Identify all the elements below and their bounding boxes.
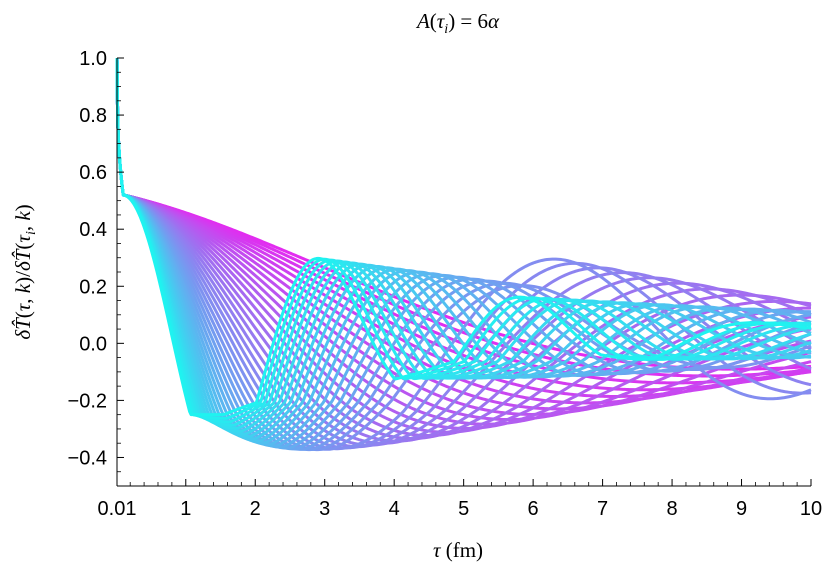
- y-tick-label: 0.4: [79, 219, 107, 241]
- x-tick-label: 8: [666, 498, 677, 520]
- x-tick-label: 4: [389, 498, 400, 520]
- series-curve: [115, 57, 812, 420]
- series-curve: [115, 57, 812, 417]
- y-tick-label: 0.6: [79, 162, 107, 184]
- x-tick-label: 10: [800, 498, 822, 520]
- y-tick-label: 0.0: [79, 333, 107, 355]
- y-tick-label: 0.2: [79, 276, 107, 298]
- series-curve: [115, 57, 812, 445]
- series-curve: [115, 57, 812, 448]
- series-curve: [115, 57, 812, 451]
- y-tick-label: −0.2: [68, 390, 107, 412]
- series-curve: [115, 57, 812, 447]
- y-ticks: −0.4 −0.2 0.0 0.2 0.4 0.6 0.8 1.0: [68, 48, 124, 473]
- series-curve: [115, 57, 812, 441]
- y-axis-label: δT̂(τ, k)/δT̂(τi, k): [11, 204, 39, 339]
- series-curve: [115, 57, 812, 430]
- series-curve: [115, 57, 812, 449]
- x-tick-label: 2: [250, 498, 261, 520]
- y-tick-label: 0.8: [79, 105, 107, 127]
- chart-title: A(τi) = 6α: [415, 9, 500, 37]
- x-ticks: 0.01 1 2 3 4 5 6 7 8 9 10: [98, 479, 822, 520]
- x-tick-label: 7: [597, 498, 608, 520]
- series-curve: [115, 57, 812, 405]
- series-curve: [115, 57, 812, 441]
- x-tick-label: 3: [319, 498, 330, 520]
- series-curve: [115, 57, 812, 443]
- x-axis-label: τ (fm): [433, 538, 483, 562]
- x-tick-label: 9: [736, 498, 747, 520]
- series-curve: [115, 57, 812, 416]
- x-tick-label: 1: [180, 498, 191, 520]
- series-curve: [115, 57, 812, 438]
- y-tick-label: 1.0: [79, 48, 107, 70]
- y-tick-label: −0.4: [68, 447, 107, 469]
- x-tick-label: 5: [458, 498, 469, 520]
- x-tick-label: 6: [528, 498, 539, 520]
- curves-group: [115, 57, 812, 452]
- series-curve: [115, 57, 812, 446]
- x-tick-label: 0.01: [98, 498, 137, 520]
